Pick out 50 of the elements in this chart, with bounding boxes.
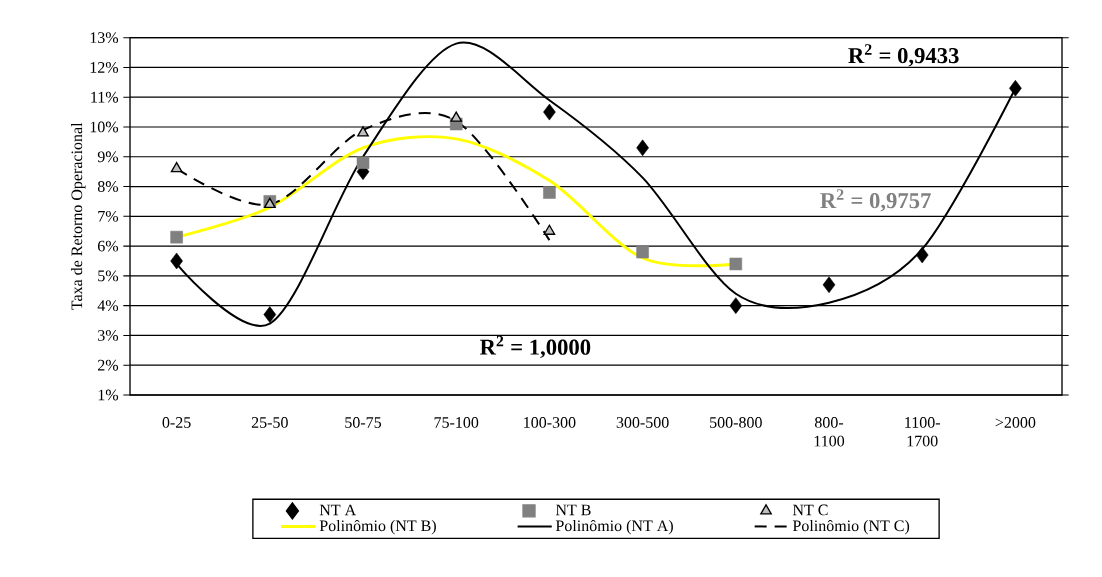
y-tick-label: 13% (90, 32, 119, 44)
x-tick-label: 75-100 (434, 417, 479, 428)
legend-label: NT C (792, 504, 828, 516)
y-tick-label: 12% (90, 62, 119, 73)
y-tick-label: 11% (91, 91, 119, 103)
x-tick-label: >2000 (995, 417, 1036, 428)
x-tick-label: 300-500 (616, 417, 669, 428)
y-tick-label: 4% (97, 300, 119, 312)
legend-label: NT A (319, 504, 357, 516)
x-tick-label: 1100-1700 (905, 417, 940, 447)
legend-label: Polinômio (NT B) (319, 519, 436, 535)
y-tick-label: 9% (97, 151, 119, 163)
y-tick-label: 3% (98, 330, 119, 341)
point (543, 103, 556, 121)
annotation: R$^{2}$ = 0,9433 (848, 44, 959, 67)
point (543, 186, 556, 199)
point (1009, 80, 1022, 97)
point (356, 156, 370, 169)
point (170, 230, 183, 244)
point (263, 306, 277, 323)
point (822, 276, 836, 294)
x-tick-label: 0-25 (162, 417, 191, 428)
point (543, 224, 556, 235)
legend-label: Polinômio (NT C) (792, 519, 910, 535)
y-tick-label: 7% (98, 210, 119, 222)
y-tick-label: 8% (97, 181, 119, 192)
y-tick-label: 5% (98, 270, 119, 282)
y-axis-title: Taxa de Retorno Operacional (70, 122, 86, 310)
point (636, 139, 649, 157)
point (170, 162, 183, 173)
point (450, 111, 463, 122)
point (729, 297, 743, 314)
y-tick-label: 10% (90, 121, 119, 133)
point (729, 257, 743, 271)
y-tick-label: 6% (97, 240, 119, 252)
point (636, 245, 649, 259)
legend-label: Polinômio (NT A) (555, 519, 673, 535)
y-tick-label: 2% (98, 359, 119, 371)
y-tick-label: 1% (98, 389, 119, 401)
legend-label: NT B (555, 504, 591, 516)
annotation: R$^{2}$ = 1,0000 (479, 335, 591, 359)
annotation: R$^{2}$ = 0,9757 (820, 189, 931, 212)
x-tick-label: 500-800 (710, 417, 762, 428)
x-tick-label: 25-50 (251, 417, 288, 428)
x-tick-label: 100-300 (524, 417, 576, 428)
point (915, 246, 929, 264)
x-tick-label: 50-75 (345, 417, 382, 428)
point (170, 252, 183, 270)
x-tick-label: 800-1100 (814, 417, 845, 447)
point (357, 126, 369, 137)
